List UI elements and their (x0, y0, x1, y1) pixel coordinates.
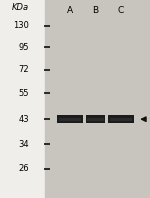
Bar (45, 0, 150, 198)
Bar (110, 118, 132, 121)
Bar (59, 118, 81, 121)
Text: 130: 130 (13, 21, 29, 30)
Bar (85, 115, 105, 123)
Bar (87, 118, 104, 121)
Text: 72: 72 (19, 65, 29, 74)
Text: 43: 43 (19, 115, 29, 124)
Text: A: A (67, 6, 73, 15)
Text: 55: 55 (19, 89, 29, 98)
Bar (108, 115, 134, 123)
Text: C: C (118, 6, 124, 15)
Bar (57, 115, 82, 123)
Text: 95: 95 (19, 43, 29, 52)
Text: B: B (92, 6, 98, 15)
Text: 26: 26 (19, 164, 29, 173)
Text: KDa: KDa (11, 3, 28, 12)
Text: 34: 34 (19, 140, 29, 149)
